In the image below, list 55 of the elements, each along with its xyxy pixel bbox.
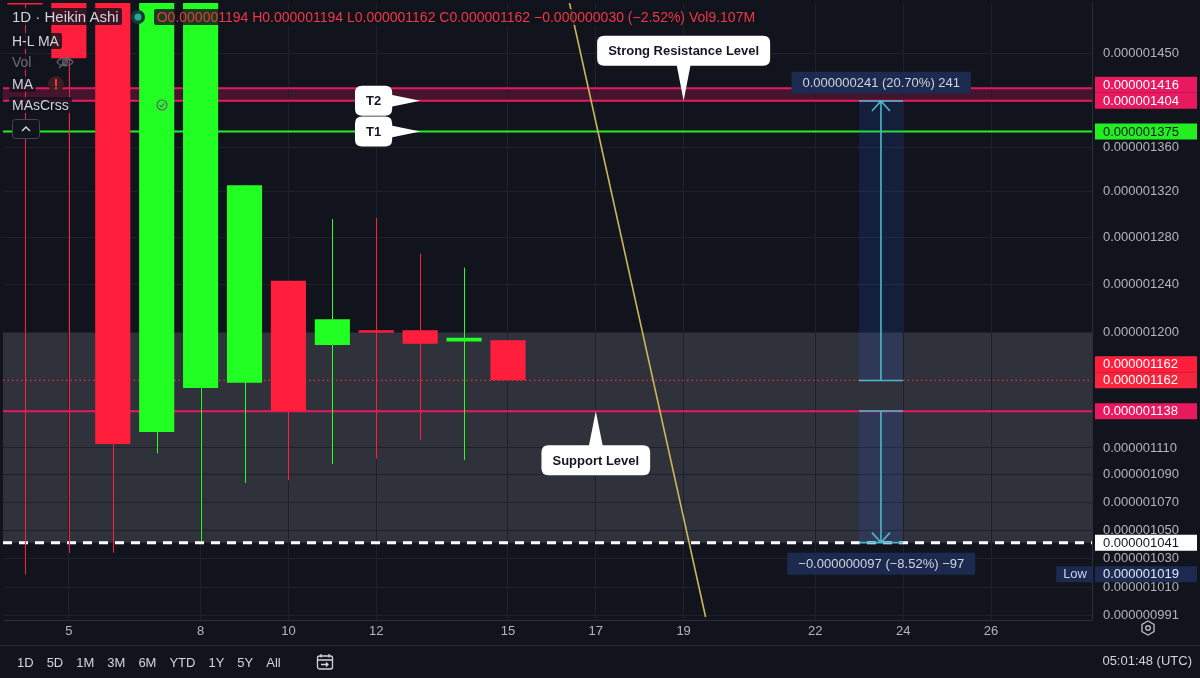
ref-line-label: 0.000001404 bbox=[1103, 92, 1179, 108]
text: 5D bbox=[46, 654, 64, 670]
annotation: Low bbox=[1063, 566, 1088, 582]
annotation: MAsCrss bbox=[9, 97, 72, 114]
x-tick-label: 24 bbox=[895, 623, 911, 639]
y-tick-label: 0.000001280 bbox=[1103, 228, 1179, 244]
annotation: Strong Resistance Level bbox=[608, 43, 760, 59]
annotation: Vol bbox=[9, 54, 35, 71]
x-tick-label: 5 bbox=[65, 623, 73, 639]
y-tick-label: 0.000001050 bbox=[1103, 521, 1179, 537]
y-tick-label: 0.000001200 bbox=[1103, 324, 1179, 340]
candlestick bbox=[314, 218, 350, 465]
y-tick-label: 0.000001240 bbox=[1103, 275, 1179, 291]
y-tick-label: 0.000001070 bbox=[1103, 493, 1179, 509]
chart-subtitle: O0.000001194 H0.000001194 L0.000001162 C0.000001162 −0.000000030 (−2.52%) Vol9.107M bbox=[153, 8, 759, 25]
y-tick-label: 0.000001360 bbox=[1103, 139, 1179, 155]
x-tick-label: 8 bbox=[196, 623, 205, 639]
text: 0.000001019 bbox=[1103, 566, 1179, 582]
x-tick-label: 17 bbox=[588, 623, 604, 639]
ref-line-label: 0.000001041 bbox=[1103, 534, 1179, 550]
text: 1M bbox=[76, 654, 95, 670]
text: YTD bbox=[169, 654, 196, 670]
y-tick-label: 0.000001450 bbox=[1103, 44, 1179, 60]
annotation: 0.000000241 (20.70%) 241 bbox=[802, 74, 961, 90]
y-tick-label: 0.000001090 bbox=[1103, 466, 1179, 482]
text: 05:01:48 (UTC) bbox=[1102, 653, 1192, 668]
x-tick-label: 10 bbox=[281, 623, 296, 639]
text: 5Y bbox=[237, 654, 254, 670]
text: 1Y bbox=[208, 654, 225, 670]
annotation: T1 bbox=[365, 124, 382, 140]
annotation: H-L MA bbox=[9, 32, 62, 49]
y-tick-label: 0.000001010 bbox=[1103, 579, 1179, 595]
ref-line-label: 0.000001416 bbox=[1103, 76, 1179, 92]
y-tick-label: 0.000001320 bbox=[1103, 183, 1179, 199]
annotation: −0.000000097 (−8.52%) −97 bbox=[798, 555, 965, 571]
text: 1D bbox=[17, 654, 34, 670]
annotation: T2 bbox=[365, 93, 382, 109]
annotation: Support Level bbox=[552, 452, 640, 468]
y-tick-label: 0.000000991 bbox=[1103, 607, 1179, 623]
y-tick-label: 0.000001030 bbox=[1103, 550, 1179, 566]
y-tick-label: 0.000001110 bbox=[1103, 439, 1177, 455]
x-tick-label: 22 bbox=[808, 623, 823, 639]
x-tick-label: 19 bbox=[676, 623, 691, 639]
ref-line-label: 0.000001138 bbox=[1103, 403, 1178, 419]
ref-line-label: 0.000001162 bbox=[1103, 372, 1178, 388]
ref-line-label: 0.000001375 bbox=[1103, 123, 1179, 139]
text: 0.000001162 bbox=[1103, 356, 1178, 372]
annotation: MA bbox=[9, 75, 36, 92]
text: 3M bbox=[107, 654, 126, 670]
x-tick-label: 26 bbox=[983, 623, 999, 639]
text: All bbox=[266, 654, 281, 670]
chart-title: 1D · Heikin Ashi bbox=[9, 8, 122, 25]
x-tick-label: 12 bbox=[369, 623, 384, 639]
x-tick-label: 15 bbox=[500, 623, 516, 639]
text: 6M bbox=[138, 654, 157, 670]
